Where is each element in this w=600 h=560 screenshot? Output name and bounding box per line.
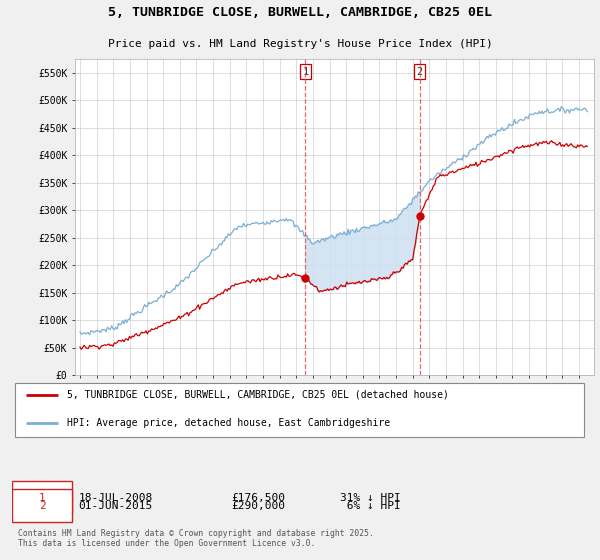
Text: £290,000: £290,000 [231,501,285,511]
Text: Contains HM Land Registry data © Crown copyright and database right 2025.
This d: Contains HM Land Registry data © Crown c… [18,529,374,548]
Text: HPI: Average price, detached house, East Cambridgeshire: HPI: Average price, detached house, East… [67,418,390,428]
FancyBboxPatch shape [12,489,73,522]
FancyBboxPatch shape [15,382,584,437]
Text: 31% ↓ HPI: 31% ↓ HPI [340,493,401,503]
Text: Price paid vs. HM Land Registry's House Price Index (HPI): Price paid vs. HM Land Registry's House … [107,39,493,49]
Text: 1: 1 [39,493,46,503]
Text: 01-JUN-2015: 01-JUN-2015 [78,501,152,511]
Text: 6% ↓ HPI: 6% ↓ HPI [340,501,401,511]
Text: 5, TUNBRIDGE CLOSE, BURWELL, CAMBRIDGE, CB25 0EL: 5, TUNBRIDGE CLOSE, BURWELL, CAMBRIDGE, … [108,6,492,20]
Text: 1: 1 [302,67,308,77]
Text: 2: 2 [416,67,423,77]
Text: 18-JUL-2008: 18-JUL-2008 [78,493,152,503]
Text: 5, TUNBRIDGE CLOSE, BURWELL, CAMBRIDGE, CB25 0EL (detached house): 5, TUNBRIDGE CLOSE, BURWELL, CAMBRIDGE, … [67,390,449,400]
FancyBboxPatch shape [12,482,73,514]
Text: £176,500: £176,500 [231,493,285,503]
Text: 2: 2 [39,501,46,511]
